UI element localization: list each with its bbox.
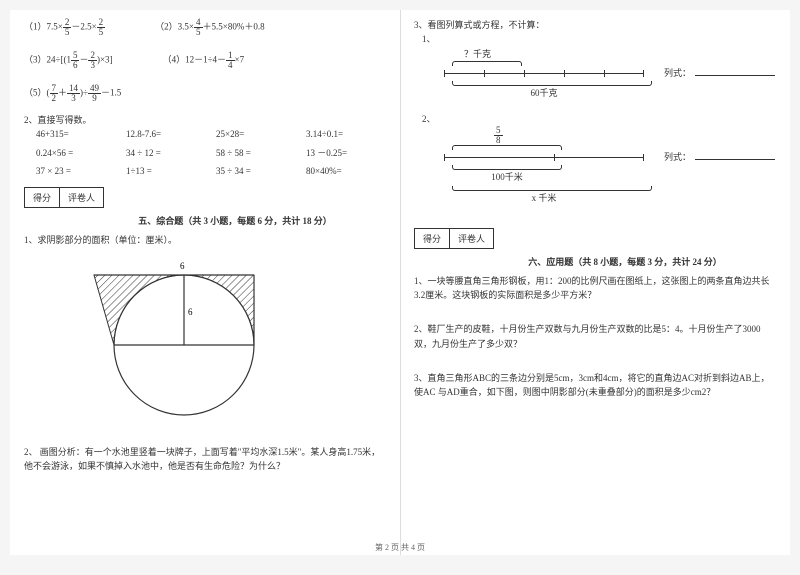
fraction: 25 [97, 18, 106, 37]
question-3: 3、看图列算式或方程，不计算： 1、 ？千克 列式： 60千克 2、 58 列式… [414, 18, 776, 206]
question-6-2: 2、鞋厂生产的皮鞋，十月份生产双数与九月份生产双数的比是5：4。十月份生产了30… [414, 322, 776, 351]
fraction: 72 [50, 84, 59, 103]
question-5-2: 2、 画图分析：有一个水池里竖着一块牌子，上面写着"平均水深1.5米"。某人身高… [24, 445, 386, 474]
problem-3: （3）24÷[(156－23)×3] [24, 51, 113, 70]
d1-top-label: ？千克 [464, 47, 776, 61]
page: （1）7.5×25－2.5×25 （2）3.5×45＋5.5×80%＋0.8 （… [10, 10, 790, 555]
q3-title: 3、看图列算式或方程，不计算： [414, 18, 776, 32]
score-label: 得分 [415, 229, 450, 248]
problem-row-3: （5）(72＋143)÷499－1.5 [24, 84, 386, 103]
fraction: 58 [494, 126, 503, 145]
d1-answer: 列式： [664, 66, 775, 80]
diagram-1: ？千克 列式： 60千克 [444, 47, 776, 100]
q2-title: 2、直接写得数。 [24, 113, 386, 127]
left-column: （1）7.5×25－2.5×25 （2）3.5×45＋5.5×80%＋0.8 （… [10, 10, 400, 555]
score-label: 得分 [25, 188, 60, 207]
fraction: 14 [226, 51, 235, 70]
problem-row-1: （1）7.5×25－2.5×25 （2）3.5×45＋5.5×80%＋0.8 [24, 18, 386, 37]
fraction: 499 [88, 84, 101, 103]
problem-1: （1）7.5×25－2.5×25 [24, 18, 105, 37]
section-5-title: 五、综合题（共 3 小题，每题 6 分，共计 18 分） [84, 214, 386, 227]
grader-label: 评卷人 [450, 229, 493, 248]
right-column: 3、看图列算式或方程，不计算： 1、 ？千克 列式： 60千克 2、 58 列式… [400, 10, 790, 555]
d2-mid-label: 100千米 [452, 170, 562, 184]
score-box: 得分 评卷人 [414, 228, 494, 249]
problem-row-2: （3）24÷[(156－23)×3] （4）12－1÷4－14×7 [24, 51, 386, 70]
arithmetic-grid: 46+315=12.8-7.6=25×28=3.14÷0.1= 0.24×56 … [36, 127, 386, 178]
question-6-3: 3、直角三角形ABC的三条边分别是5cm，3cm和4cm，将它的直角边AC对折到… [414, 371, 776, 400]
fraction: 143 [67, 84, 80, 103]
number-line [444, 157, 644, 158]
page-footer: 第 2 页 共 4 页 [10, 542, 790, 553]
question-2: 2、直接写得数。 46+315=12.8-7.6=25×28=3.14÷0.1=… [24, 113, 386, 179]
fraction: 23 [88, 51, 97, 70]
d2-answer: 列式： [664, 150, 775, 164]
fraction: 45 [194, 18, 203, 37]
d1-bot-label: 60千克 [444, 86, 644, 100]
question-5-1: 1、求阴影部分的面积（单位：厘米）。 [24, 233, 386, 247]
problem-4: （4）12－1÷4－14×7 [163, 51, 245, 70]
sub1-label: 1、 [422, 32, 776, 46]
p1-label: （1）7.5× [24, 22, 63, 32]
score-box: 得分 评卷人 [24, 187, 104, 208]
problem-2: （2）3.5×45＋5.5×80%＋0.8 [155, 18, 264, 37]
d2-bot-label: x 千米 [444, 191, 644, 205]
diagram-2: 58 列式： 100千米 x 千米 [444, 126, 776, 205]
inner-label: 6 [188, 307, 193, 317]
number-line [444, 73, 644, 74]
problem-5: （5）(72＋143)÷499－1.5 [24, 84, 121, 103]
top-label: 6 [180, 261, 185, 271]
circle-diagram: 6 6 [54, 255, 294, 425]
section-6-title: 六、应用题（共 8 小题，每题 3 分，共计 24 分） [474, 255, 776, 268]
question-6-1: 1、一块等腰直角三角形钢板，用1：200的比例尺画在图纸上，这张图上的两条直角边… [414, 274, 776, 303]
grader-label: 评卷人 [60, 188, 103, 207]
sub2-label: 2、 [422, 112, 776, 126]
